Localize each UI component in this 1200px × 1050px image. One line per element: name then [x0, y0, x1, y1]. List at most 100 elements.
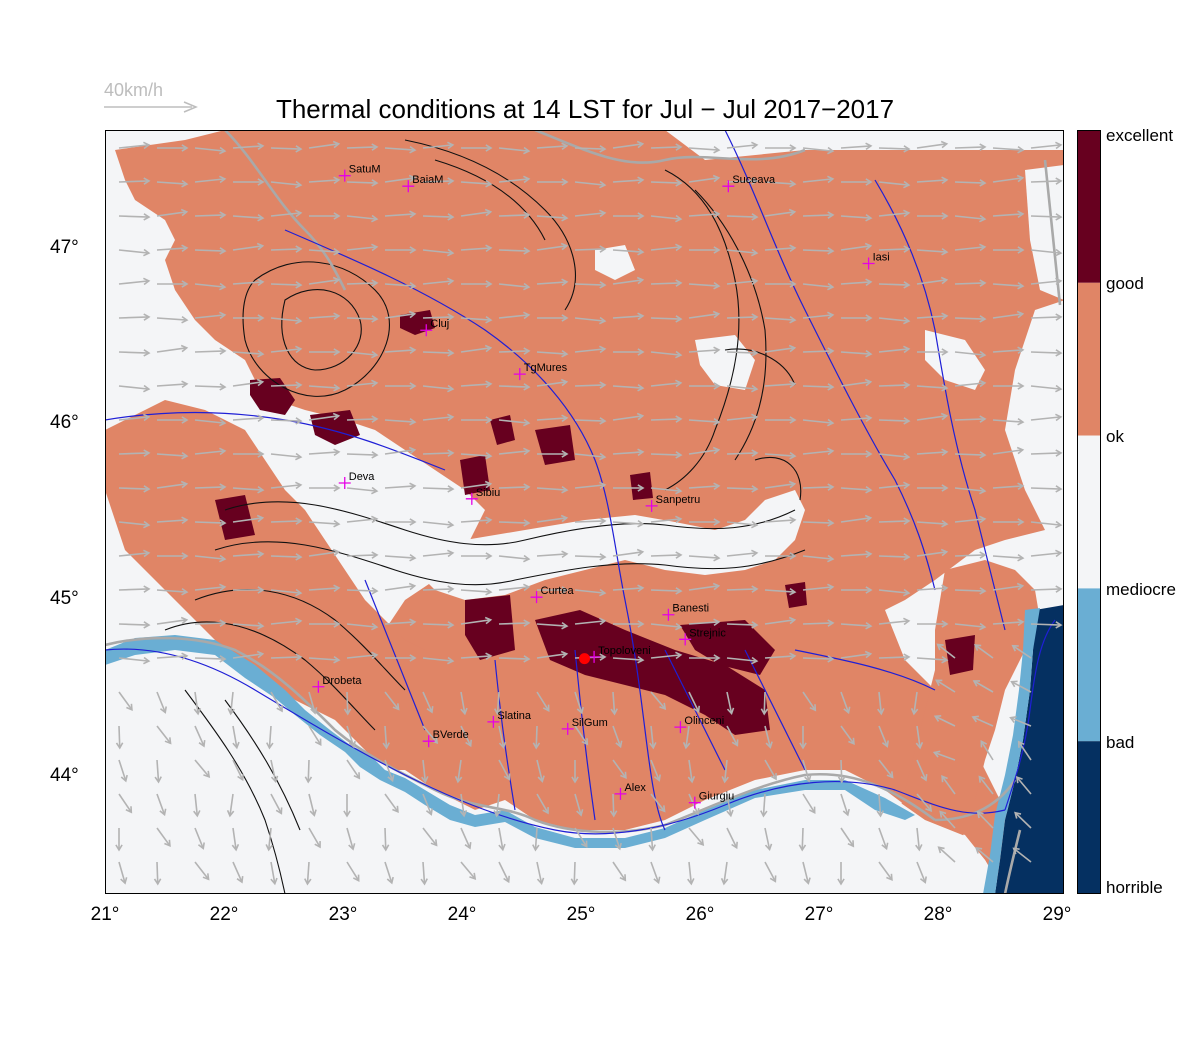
wind-vector-head [153, 878, 162, 886]
wind-vector-head [649, 742, 657, 750]
wind-vector-head [447, 485, 455, 493]
wind-vector [194, 861, 210, 880]
wind-vector [270, 248, 302, 251]
wind-vector [308, 385, 339, 389]
wind-vector [878, 589, 909, 594]
wind-vector-head [843, 706, 851, 715]
wind-vector-head [827, 347, 835, 355]
wind-vector-head [532, 742, 541, 750]
wind-vector [460, 483, 491, 489]
wind-vector [346, 215, 377, 220]
wind-vector [194, 385, 226, 388]
wind-vector-head [371, 243, 379, 252]
wind-vector-head [1055, 585, 1063, 593]
wind-vector-head [827, 418, 835, 427]
wind-vector [346, 861, 360, 882]
wind-vector-head [798, 844, 807, 852]
wind-vector [460, 453, 491, 457]
wind-vector [878, 555, 910, 558]
wind-vector-head [304, 878, 312, 886]
wind-vector [954, 623, 985, 628]
wind-vector [954, 215, 985, 220]
wind-vector-head [523, 554, 531, 563]
wind-vector-head [115, 844, 123, 852]
wind-vector-head [143, 384, 151, 393]
wind-vector-head [143, 485, 151, 493]
wind-vector-head [675, 451, 683, 459]
wind-vector-head [447, 313, 455, 321]
wind-vector [194, 657, 226, 660]
wind-reference-label: 40km/h [104, 80, 164, 100]
wind-vector-head [576, 809, 584, 817]
wind-vector-head [599, 452, 607, 461]
wind-vector [688, 419, 719, 423]
wind-vector [422, 351, 454, 354]
city-label: Deva [349, 471, 376, 483]
wind-vector [422, 144, 453, 149]
city-marker [487, 715, 500, 728]
wind-vector [878, 691, 883, 714]
wind-vector [1030, 280, 1061, 285]
wind-vector-head [561, 485, 569, 494]
wind-vector-head [485, 380, 493, 389]
wind-vector [118, 487, 150, 490]
wind-vector [975, 847, 994, 863]
wind-vector-head [580, 840, 588, 848]
wind-vector [308, 415, 339, 421]
wind-vector-head [865, 586, 873, 594]
wind-vector [498, 178, 529, 183]
wind-vector [612, 691, 616, 715]
wind-vector [308, 793, 316, 816]
wind-vector [954, 282, 986, 285]
wind-vector-head [219, 347, 227, 355]
wind-vector-head [1017, 246, 1025, 254]
wind-vector-head [697, 838, 705, 847]
wind-vector [156, 725, 172, 744]
wind-vector-head [920, 774, 928, 782]
wind-vector [650, 418, 682, 421]
wind-vector [194, 827, 204, 849]
wind-vector [384, 449, 415, 455]
wind-vector-head [675, 143, 683, 151]
wind-vector [308, 657, 339, 661]
wind-vector-head [386, 876, 394, 885]
wind-vector [460, 619, 491, 625]
wind-vector-head [713, 246, 721, 254]
wind-vector-head [713, 518, 721, 526]
wind-vector [232, 381, 263, 387]
wind-vector [916, 587, 947, 591]
wind-vector-head [637, 348, 645, 356]
wind-vector-head [1055, 413, 1063, 422]
wind-vector [650, 861, 660, 883]
wind-vector [612, 415, 643, 421]
wind-vector [1018, 741, 1032, 761]
wind-vector [460, 247, 491, 251]
wind-vector [1030, 385, 1061, 390]
wind-vector-head [941, 176, 949, 185]
wind-vector-head [447, 413, 455, 422]
wind-vector [650, 793, 666, 812]
wind-vector [574, 725, 588, 745]
wind-vector [726, 657, 757, 662]
wind-vector [346, 759, 360, 779]
wind-vector [232, 725, 238, 748]
wind-vector-head [637, 247, 645, 256]
wind-vector-head [180, 480, 189, 489]
wind-vector-head [523, 519, 531, 527]
wind-vector [802, 521, 834, 524]
wind-vector-head [257, 314, 265, 322]
wind-vector-head [751, 656, 759, 665]
wind-vector-head [827, 619, 835, 627]
wind-vector-head [675, 651, 683, 660]
wind-vector [913, 691, 918, 714]
wind-vector-head [731, 841, 738, 850]
wind-vector-head [447, 213, 455, 221]
wind-vector-head [371, 279, 379, 287]
wind-vector-head [343, 708, 352, 716]
wind-vector-head [353, 772, 361, 780]
wind-vector [384, 691, 400, 710]
wind-vector [840, 827, 854, 847]
wind-vector-head [333, 584, 341, 593]
wind-vector-head [903, 281, 911, 289]
wind-vector-head [143, 313, 151, 321]
